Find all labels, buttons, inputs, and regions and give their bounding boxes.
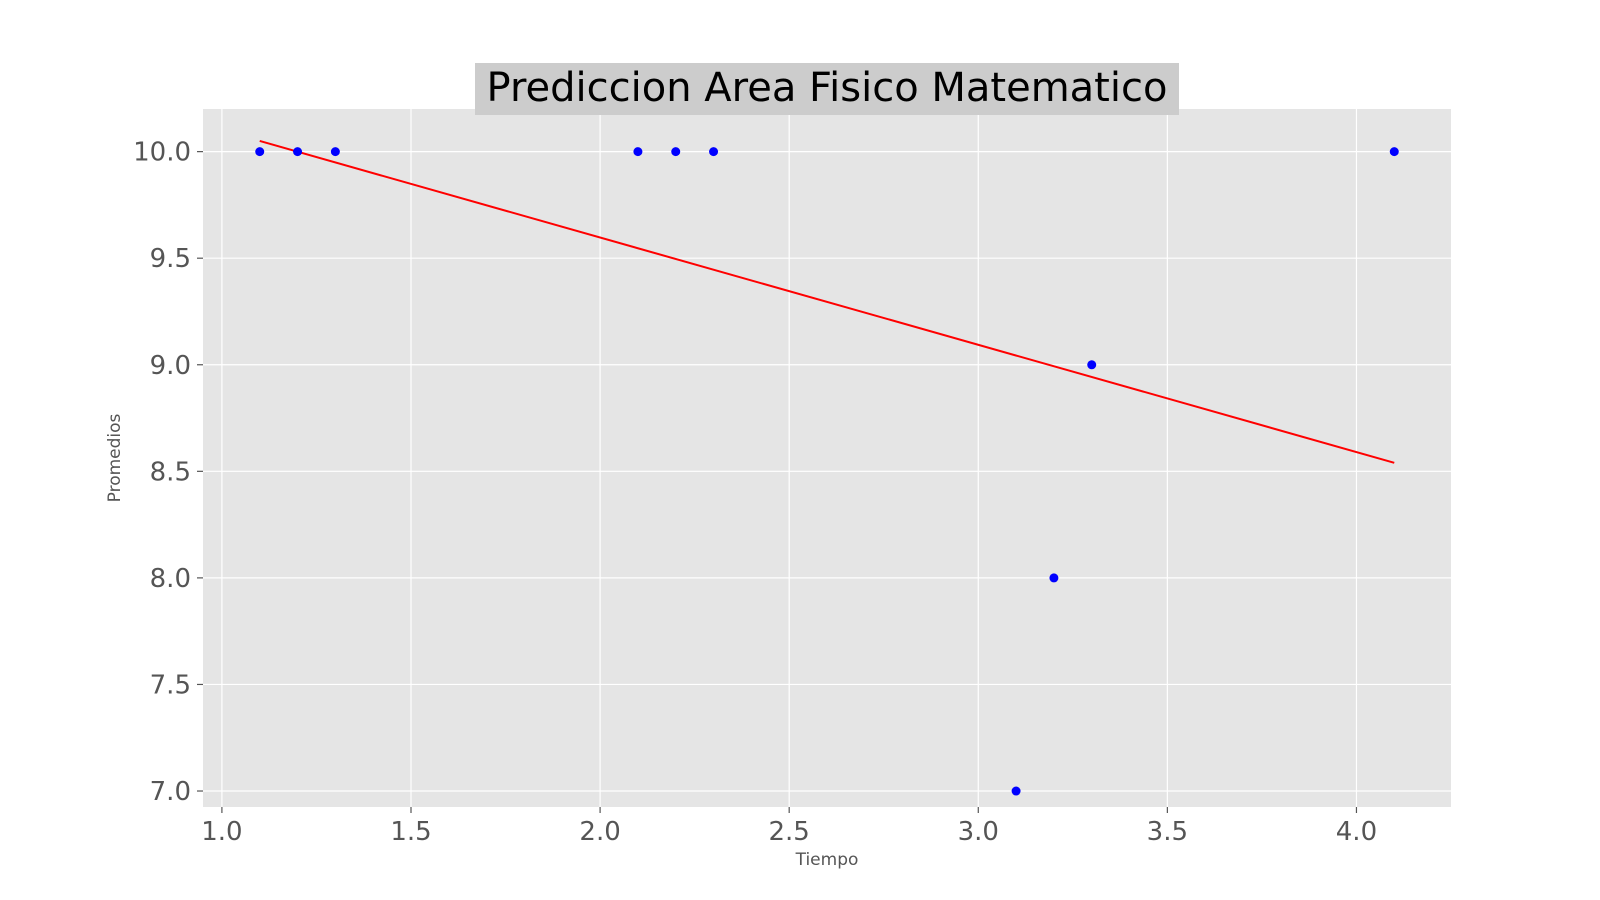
y-tick-label: 7.5 — [150, 670, 191, 700]
y-tick-label: 8.0 — [150, 564, 191, 594]
x-axis-label: Tiempo — [795, 850, 859, 870]
y-axis-ticks: 7.0 7.5 8.0 8.5 9.0 9.5 10.0 — [133, 138, 203, 807]
y-tick-label: 7.0 — [150, 777, 191, 807]
x-tick-label: 1.5 — [390, 817, 431, 847]
y-axis-label: Promedios — [105, 413, 125, 502]
data-point — [293, 147, 303, 157]
y-tick-label: 8.5 — [150, 457, 191, 487]
x-tick-label: 1.0 — [201, 817, 242, 847]
x-tick-label: 3.5 — [1147, 817, 1188, 847]
y-tick-label: 9.0 — [150, 351, 191, 381]
data-point — [1049, 573, 1059, 583]
data-point — [1389, 147, 1399, 157]
data-series — [255, 140, 1399, 796]
data-point — [1011, 786, 1021, 796]
x-axis-ticks: 1.0 1.5 2.0 2.5 3.0 3.5 4.0 — [201, 807, 1377, 847]
data-point — [330, 147, 340, 157]
x-tick-label: 2.0 — [579, 817, 620, 847]
x-tick-label: 4.0 — [1336, 817, 1377, 847]
data-point — [1087, 360, 1097, 370]
chart-title-background — [475, 63, 1179, 115]
grid-lines — [203, 109, 1451, 807]
x-tick-label: 3.0 — [958, 817, 999, 847]
data-point — [709, 147, 719, 157]
x-tick-label: 2.5 — [769, 817, 810, 847]
data-point — [633, 147, 643, 157]
regression-line — [259, 140, 1395, 464]
data-point — [671, 147, 681, 157]
y-tick-label: 10.0 — [133, 138, 191, 168]
chart-title: Prediccion Area Fisico Matematico — [487, 65, 1168, 111]
data-point — [255, 147, 265, 157]
y-tick-label: 9.5 — [150, 244, 191, 274]
plot-area — [203, 109, 1451, 807]
